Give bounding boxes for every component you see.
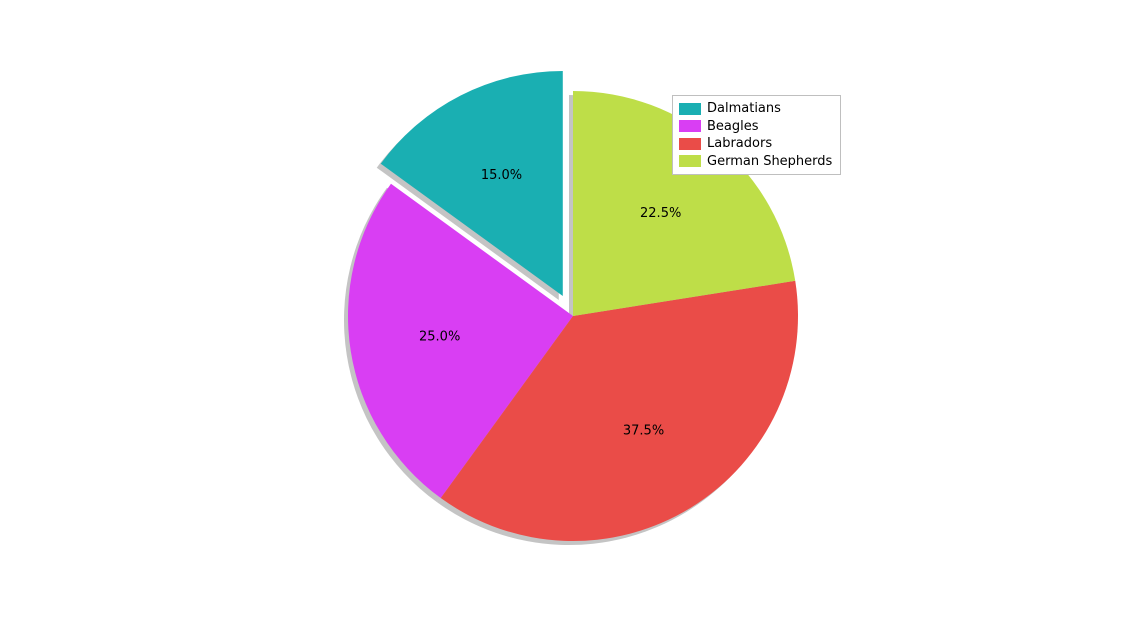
legend-swatch: [679, 138, 701, 150]
legend-swatch: [679, 103, 701, 115]
legend-swatch: [679, 155, 701, 167]
pie-pct-label: 25.0%: [419, 330, 460, 345]
legend-swatch: [679, 120, 701, 132]
pie-pct-label: 15.0%: [481, 168, 522, 183]
legend-label: Labradors: [707, 135, 772, 153]
legend-label: Beagles: [707, 118, 759, 136]
pie-pct-label: 22.5%: [640, 206, 681, 221]
legend-item: German Shepherds: [679, 153, 832, 171]
chart-container: 15.0% 25.0% 37.5% 22.5% DalmatiansBeaglesLa…: [0, 0, 1146, 633]
legend: DalmatiansBeaglesLabradorsGerman Shepher…: [672, 95, 841, 175]
legend-label: Dalmatians: [707, 100, 781, 118]
legend-item: Labradors: [679, 135, 832, 153]
legend-label: German Shepherds: [707, 153, 832, 171]
legend-item: Beagles: [679, 118, 832, 136]
pie-chart: 15.0% 25.0% 37.5% 22.5%: [0, 0, 1146, 633]
pie-pct-label: 37.5%: [623, 424, 664, 439]
legend-item: Dalmatians: [679, 100, 832, 118]
